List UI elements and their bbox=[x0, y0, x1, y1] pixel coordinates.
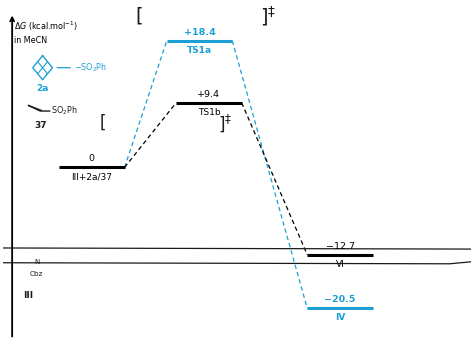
Text: −12.7: −12.7 bbox=[326, 242, 355, 251]
Text: N: N bbox=[34, 259, 39, 265]
Text: ]$^{‡}$: ]$^{‡}$ bbox=[218, 112, 232, 134]
Text: ]$^{‡}$: ]$^{‡}$ bbox=[260, 4, 277, 28]
Text: Cbz: Cbz bbox=[30, 270, 43, 276]
Text: 37: 37 bbox=[34, 121, 46, 130]
Text: $-$SO$_2$Ph: $-$SO$_2$Ph bbox=[74, 61, 108, 74]
Text: +9.4: +9.4 bbox=[197, 90, 220, 99]
Text: 0: 0 bbox=[89, 154, 95, 163]
Text: III: III bbox=[24, 291, 34, 300]
Text: III+2a/37: III+2a/37 bbox=[71, 172, 112, 181]
Text: SO$_2$Ph: SO$_2$Ph bbox=[51, 105, 78, 117]
Text: $\Delta G$ (kcal.mol$^{-1}$)
in MeCN: $\Delta G$ (kcal.mol$^{-1}$) in MeCN bbox=[15, 20, 78, 45]
Text: 2a: 2a bbox=[36, 83, 49, 92]
Text: +18.4: +18.4 bbox=[183, 28, 215, 37]
Text: [: [ bbox=[136, 7, 143, 25]
Text: −20.5: −20.5 bbox=[324, 295, 356, 304]
Text: TS1a: TS1a bbox=[187, 46, 212, 55]
Text: TS1b: TS1b bbox=[198, 107, 220, 117]
Text: IV: IV bbox=[335, 313, 345, 322]
Text: VI: VI bbox=[336, 260, 345, 269]
Text: [: [ bbox=[100, 114, 106, 132]
